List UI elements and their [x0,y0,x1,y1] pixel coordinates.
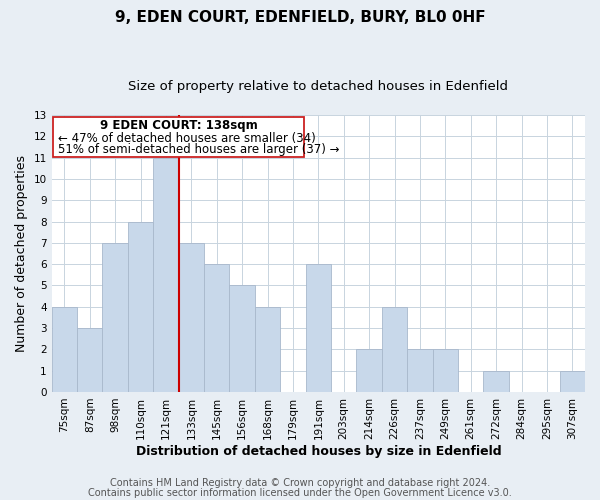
Bar [560,370,585,392]
Bar [103,243,128,392]
Text: 9, EDEN COURT, EDENFIELD, BURY, BL0 0HF: 9, EDEN COURT, EDENFIELD, BURY, BL0 0HF [115,10,485,25]
Bar [77,328,103,392]
Bar [52,306,77,392]
Bar [229,286,255,392]
Text: Contains HM Land Registry data © Crown copyright and database right 2024.: Contains HM Land Registry data © Crown c… [110,478,490,488]
Text: 51% of semi-detached houses are larger (37) →: 51% of semi-detached houses are larger (… [58,144,340,156]
Bar [305,264,331,392]
Text: ← 47% of detached houses are smaller (34): ← 47% of detached houses are smaller (34… [58,132,316,144]
Bar [382,306,407,392]
Y-axis label: Number of detached properties: Number of detached properties [15,155,28,352]
Bar [204,264,229,392]
Title: Size of property relative to detached houses in Edenfield: Size of property relative to detached ho… [128,80,508,93]
Bar [356,350,382,392]
FancyBboxPatch shape [53,117,304,156]
Text: Contains public sector information licensed under the Open Government Licence v3: Contains public sector information licen… [88,488,512,498]
Bar [128,222,153,392]
X-axis label: Distribution of detached houses by size in Edenfield: Distribution of detached houses by size … [136,444,501,458]
Bar [179,243,204,392]
Bar [484,370,509,392]
Bar [153,158,179,392]
Text: 9 EDEN COURT: 138sqm: 9 EDEN COURT: 138sqm [100,120,257,132]
Bar [407,350,433,392]
Bar [433,350,458,392]
Bar [255,306,280,392]
